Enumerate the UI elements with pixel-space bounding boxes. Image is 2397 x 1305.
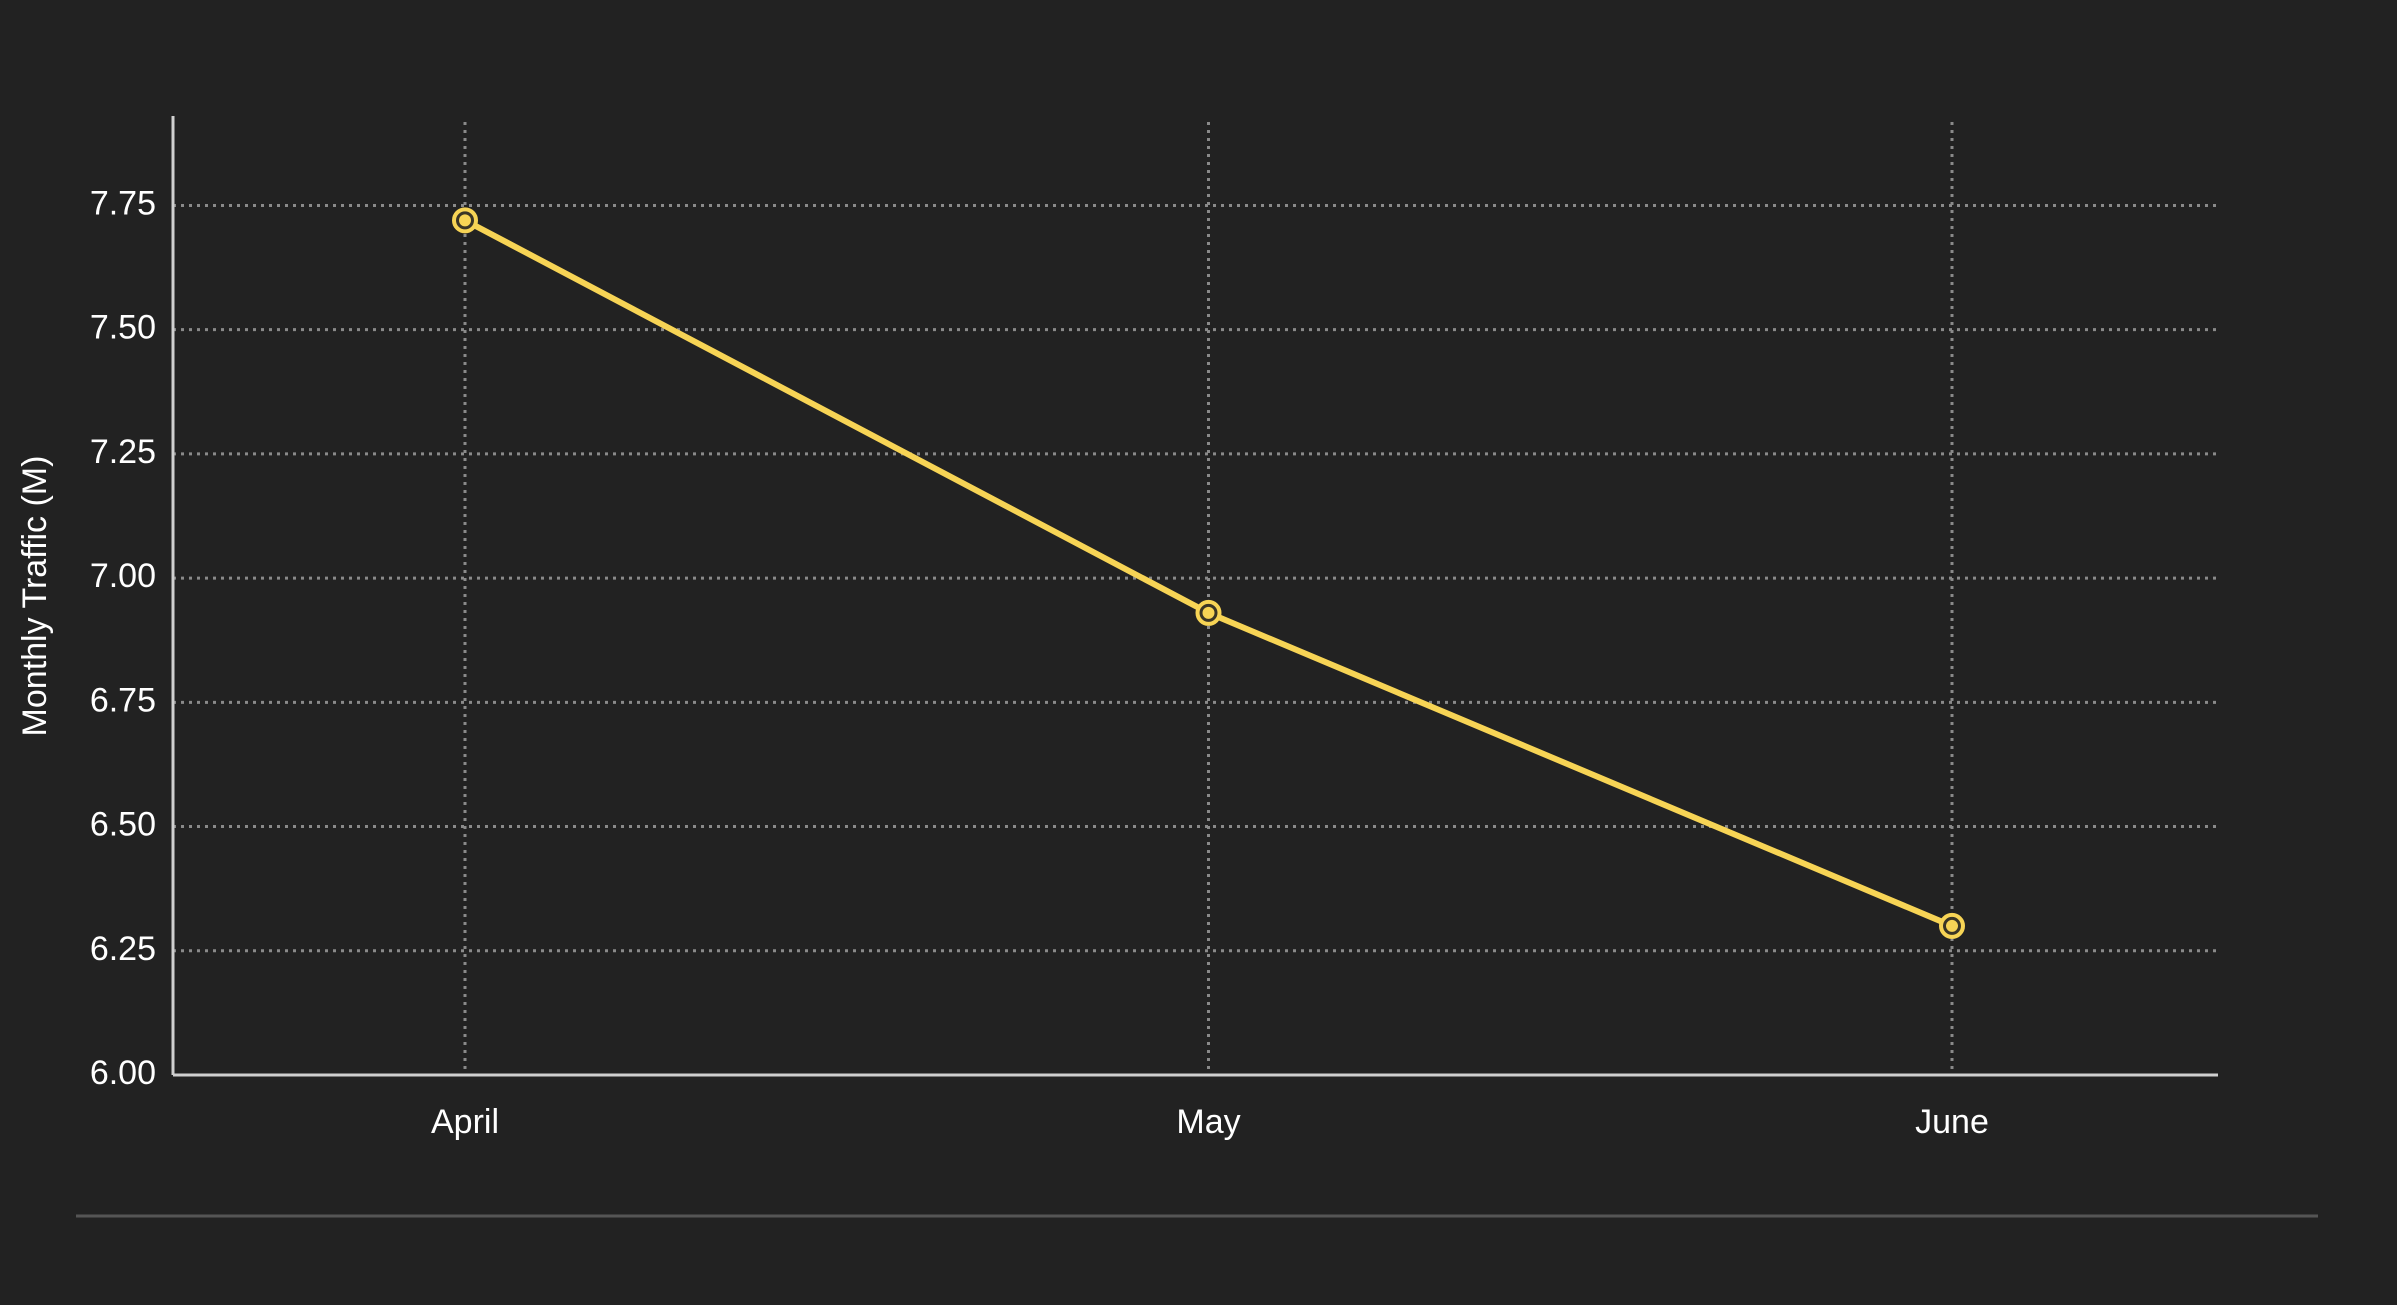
y-tick-label: 6.75 [90,681,156,719]
y-tick-label: 6.25 [90,930,156,968]
y-tick-label: 7.50 [90,309,156,347]
x-tick-label: June [1915,1103,1989,1141]
x-tick-label: May [1176,1103,1240,1141]
marker-center [1946,919,1958,932]
y-tick-label: 6.50 [90,806,156,844]
y-tick-label: 6.00 [90,1054,156,1092]
y-tick-label: 7.00 [90,557,156,595]
marker-center [459,214,471,227]
y-tick-label: 7.75 [90,184,156,222]
y-axis-label: Monthly Traffic (M) [16,456,54,737]
x-tick-label: April [431,1103,499,1141]
marker-center [1202,606,1215,619]
y-tick-label: 7.25 [90,433,156,471]
